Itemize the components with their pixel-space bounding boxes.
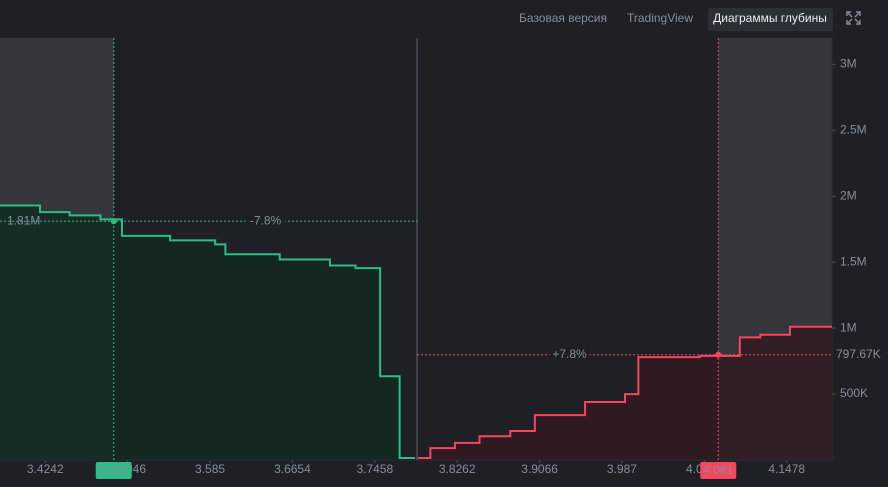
y-tick-label: 2.5M xyxy=(840,122,867,136)
x-tick-label: 3.585 xyxy=(195,462,225,476)
change-bg xyxy=(245,213,286,229)
x-tick-label: 3.6654 xyxy=(274,462,311,476)
cursor-value-bg xyxy=(834,346,888,363)
depth-area xyxy=(0,205,415,460)
y-tick-label: 3M xyxy=(840,57,857,71)
depth-line xyxy=(418,325,832,460)
x-tick-label: 3.9066 xyxy=(521,462,558,476)
y-tick-label: 2M xyxy=(840,188,857,202)
tab[interactable]: Диаграммы глубины xyxy=(713,11,827,25)
cursor-dot xyxy=(110,218,117,225)
fullscreen-icon[interactable] xyxy=(846,11,861,25)
tab[interactable]: TradingView xyxy=(627,11,693,25)
x-tick-label: 3.987 xyxy=(607,462,637,476)
y-tick-label: 500K xyxy=(840,386,868,400)
change-bg xyxy=(549,346,590,362)
cursor-value-label: 1.81M xyxy=(7,213,40,227)
active-tab-bg xyxy=(708,8,833,31)
x-tick-label: 3.8262 xyxy=(439,462,476,476)
cursor-dot xyxy=(715,351,722,358)
change-label: +7.8% xyxy=(552,347,587,361)
cursor-value-label: 797.67K xyxy=(836,347,881,361)
cursor-x-label: 3.491 xyxy=(99,463,129,477)
cursor-x-label: 4.081 xyxy=(703,463,733,477)
cursor-x-bg xyxy=(95,462,132,479)
x-tick-label: 4.1478 xyxy=(768,462,805,476)
cursor-x-bg xyxy=(700,462,737,479)
x-tick-label: 3.7458 xyxy=(356,462,393,476)
y-tick-label: 1M xyxy=(840,320,857,334)
y-tick-label: 1.5M xyxy=(840,254,867,268)
depth-line xyxy=(0,204,415,460)
change-label: -7.8% xyxy=(250,213,282,227)
tab[interactable]: Базовая версия xyxy=(519,11,607,25)
depth-area xyxy=(418,326,832,460)
x-tick-label: 3.4242 xyxy=(27,462,64,476)
